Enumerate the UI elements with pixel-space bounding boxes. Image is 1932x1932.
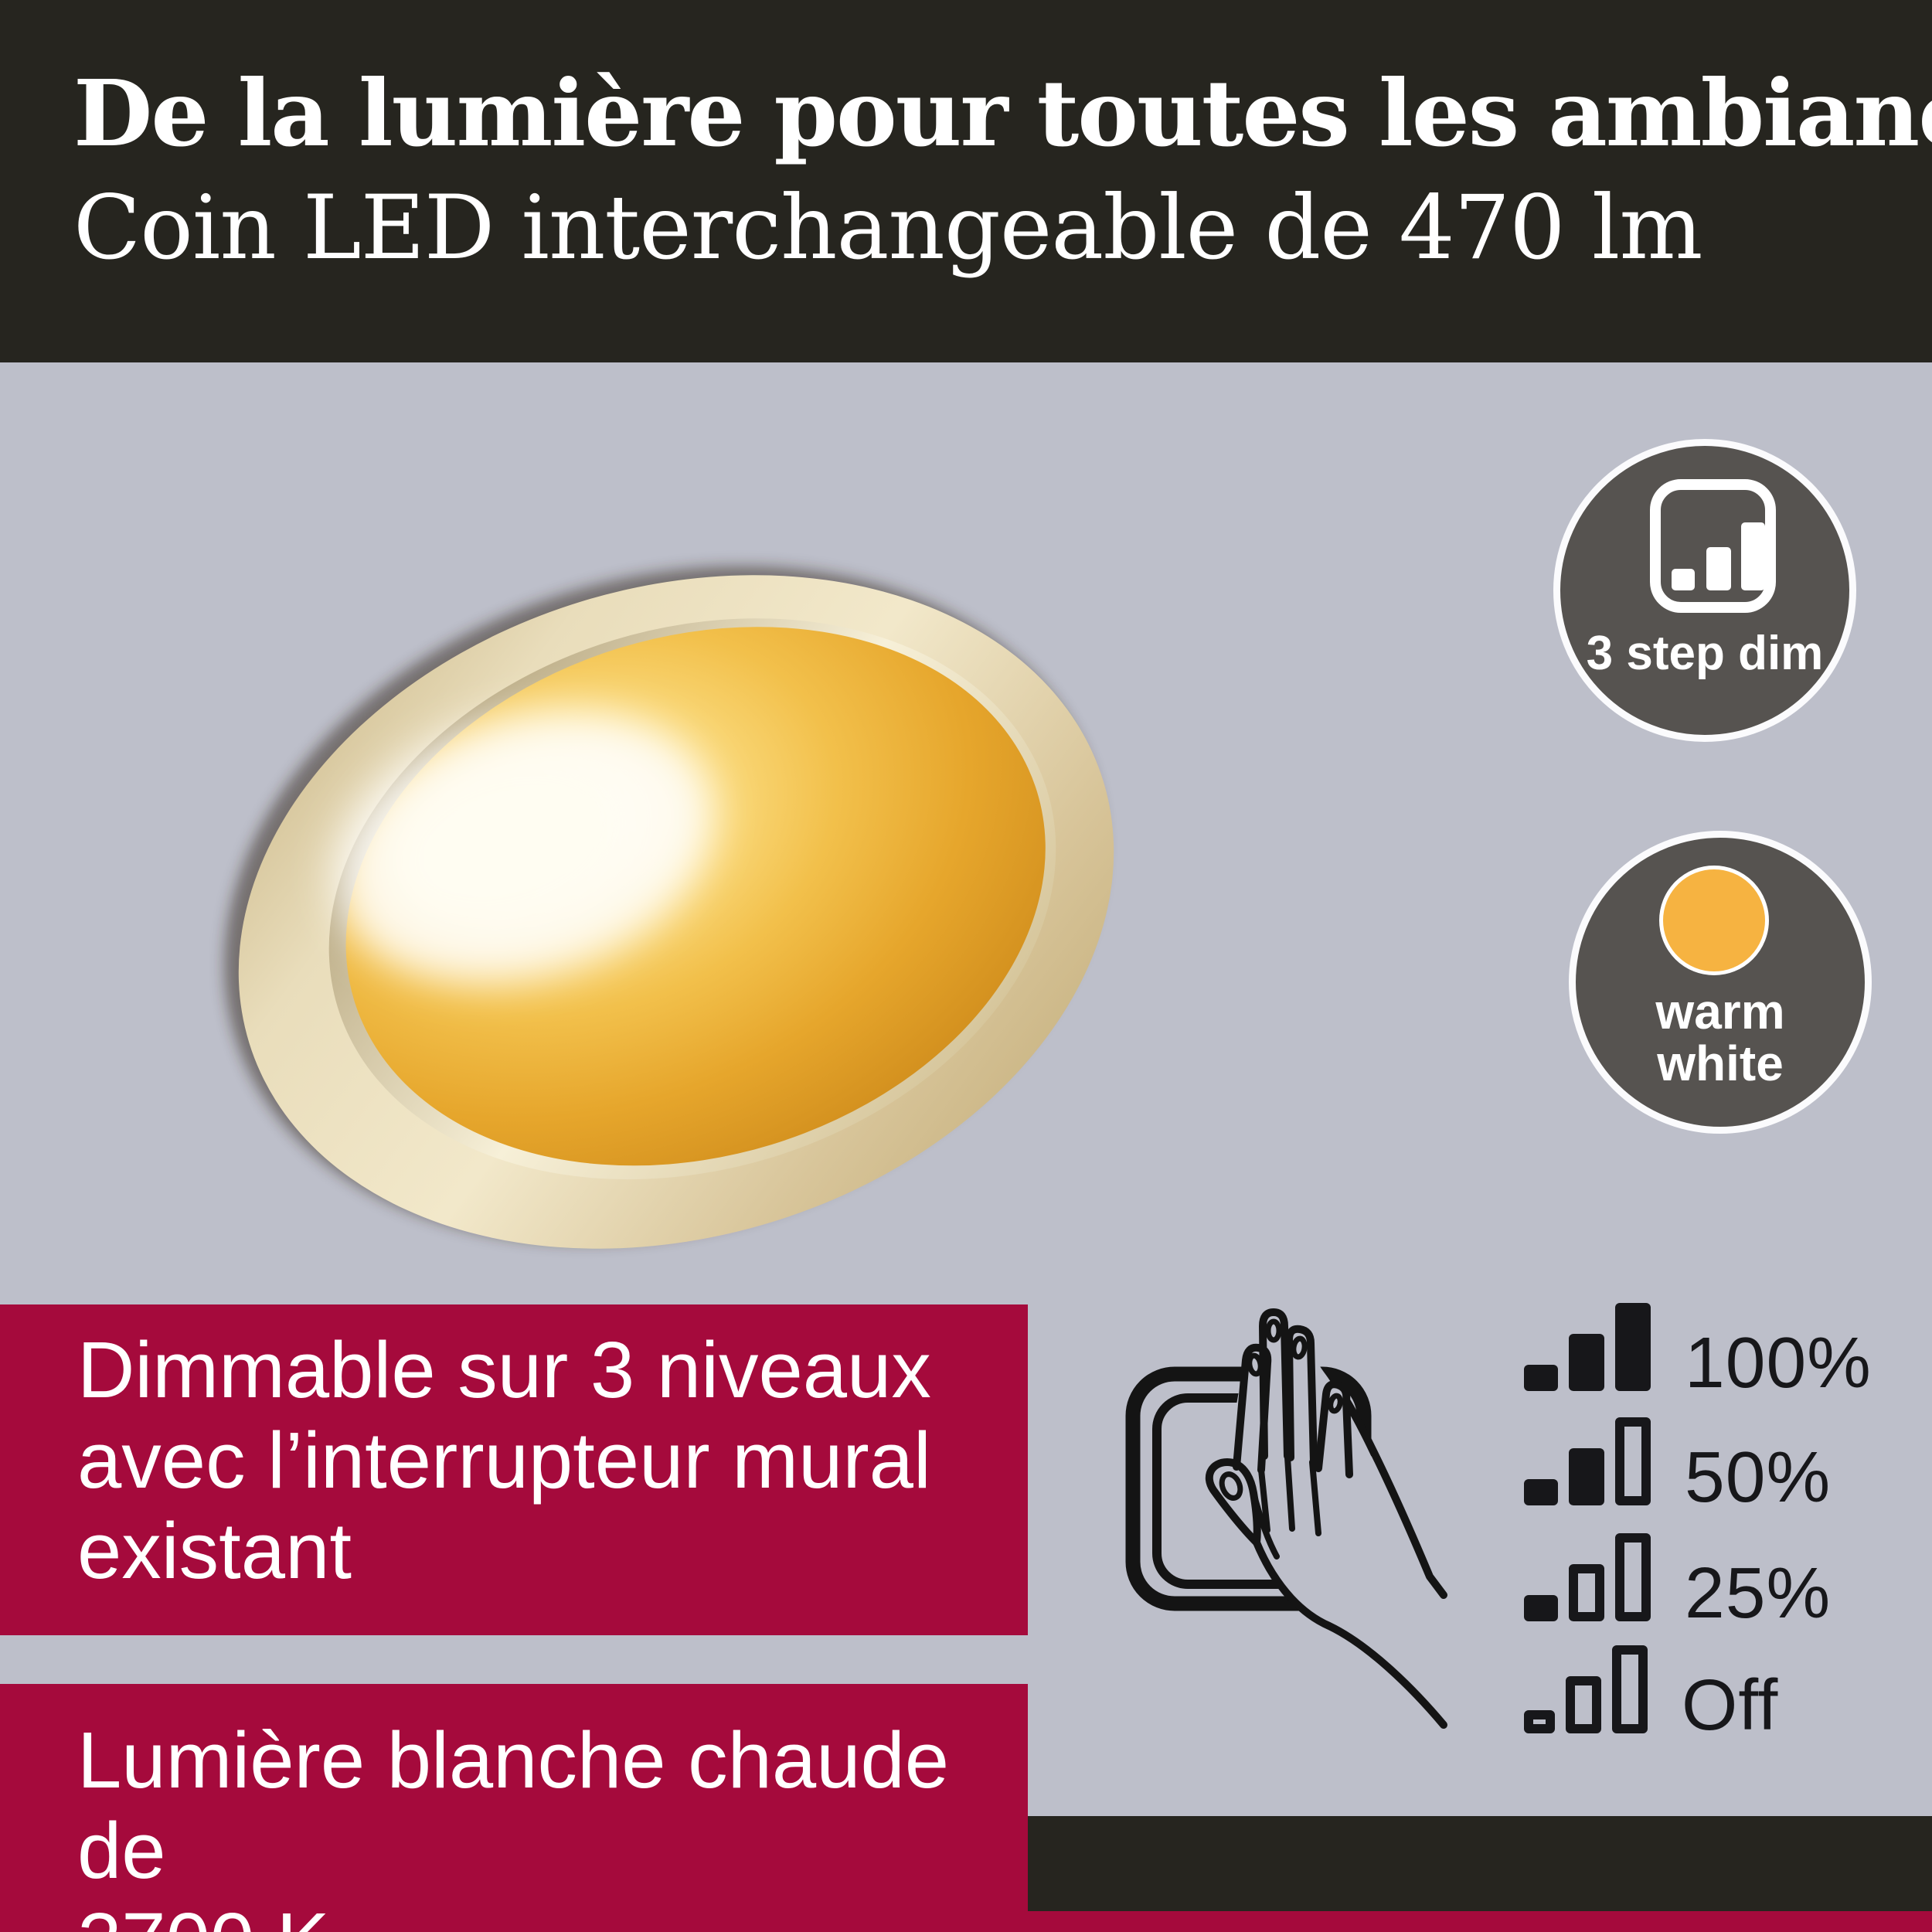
badge-3-step-dim: 3 step dim	[1553, 439, 1856, 742]
dim-level-bars-icon	[1615, 1303, 1651, 1391]
dim-level-label: Off	[1682, 1665, 1779, 1746]
feature-text-line: avec l’interrupteur mural	[77, 1416, 931, 1505]
dim-level-row-25: 25%	[1524, 1533, 1832, 1634]
dim-level-bars-icon	[1524, 1710, 1555, 1733]
dim-level-bars-icon	[1569, 1448, 1604, 1505]
product-photo-coin-led	[224, 566, 1114, 1249]
feature-text-line: Lumière blanche chaude de	[77, 1716, 950, 1895]
dim-level-bars-icon	[1569, 1334, 1604, 1391]
warm-label-line: warm	[1655, 984, 1785, 1039]
dim-level-label: 50%	[1685, 1437, 1832, 1518]
feature-text-line: existant	[77, 1506, 352, 1595]
hand-icon	[1205, 1308, 1447, 1729]
header-band: De la lumière pour toutes les ambiances …	[0, 0, 1932, 362]
badge-3-step-dim-label: 3 step dim	[1586, 627, 1824, 680]
thumbnail-icon	[1219, 1471, 1243, 1501]
dim-level-bars-icon	[1524, 1479, 1558, 1505]
fingernail-icon	[1328, 1393, 1343, 1414]
lamp-ellipses	[224, 566, 1114, 1249]
page-subtitle: Coin LED interchangeable de 470 lm	[73, 176, 1702, 279]
dim-level-bars-icon	[1615, 1417, 1651, 1505]
fingernail-icon	[1247, 1352, 1264, 1377]
warm-white-swatch	[1659, 866, 1769, 975]
dim-level-row-off: Off	[1524, 1645, 1779, 1746]
feature-text-line: Dimmable sur 3 niveaux	[77, 1325, 931, 1414]
fingernail-icon	[1291, 1335, 1308, 1360]
page-title: De la lumière pour toutes les ambiances	[73, 60, 1932, 167]
feature-text-line: 2700 K	[77, 1896, 1028, 1932]
fingernail-icon	[1265, 1318, 1282, 1343]
badge-warm-white-label: warm white	[1576, 986, 1865, 1090]
bottom-right-dark-band	[1028, 1816, 1932, 1911]
wall-switch-illustration	[1125, 1308, 1447, 1729]
feature-box-dimmable: Dimmable sur 3 niveaux avec l’interrupte…	[0, 1304, 1028, 1635]
dim-level-bars-icon	[1612, 1645, 1648, 1733]
dim-level-bars-icon	[1524, 1595, 1558, 1621]
dim-level-row-100: 100%	[1524, 1303, 1872, 1403]
dim-level-label: 100%	[1685, 1322, 1872, 1403]
dim-level-label: 25%	[1685, 1553, 1832, 1634]
dim-level-bars-icon	[1566, 1676, 1601, 1733]
bottom-right-red-strip	[1028, 1911, 1932, 1932]
feature-box-warm-light: Lumière blanche chaude de 2700 K	[0, 1684, 1028, 1932]
dim-3-step-icon	[1650, 479, 1776, 613]
dim-level-bars-icon	[1524, 1365, 1558, 1391]
dim-level-row-50: 50%	[1524, 1417, 1832, 1518]
dim-level-bars-icon	[1569, 1564, 1604, 1621]
dim-level-bars-icon	[1615, 1533, 1651, 1621]
warm-label-line: white	[1657, 1036, 1784, 1091]
badge-warm-white: warm white	[1569, 831, 1872, 1134]
